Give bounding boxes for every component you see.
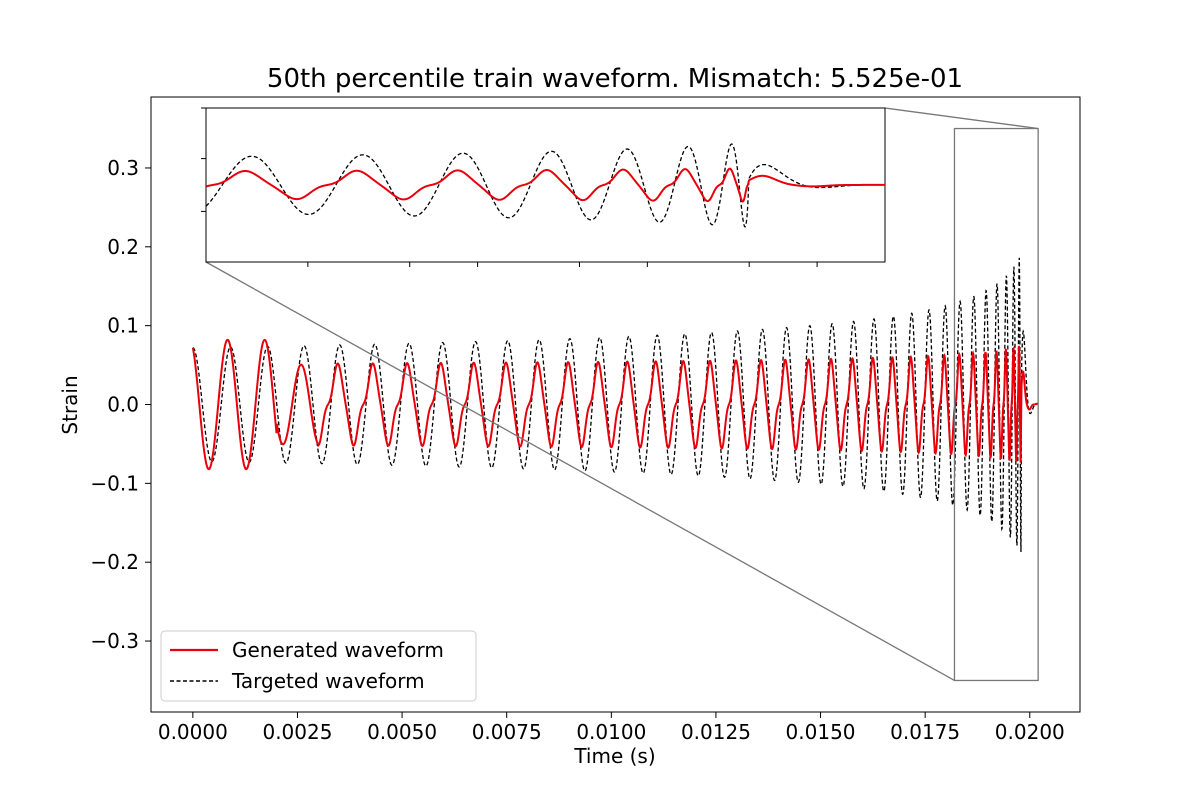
zoom-connector-lines bbox=[205, 107, 1039, 682]
series-targeted-line bbox=[192, 257, 1039, 552]
y-tick-label: 0.0 bbox=[107, 393, 139, 417]
y-axis-label: Strain bbox=[58, 375, 82, 434]
x-tick-label: 0.0125 bbox=[681, 720, 751, 744]
connector-line-top bbox=[884, 107, 1039, 130]
inset-series-group bbox=[206, 143, 885, 228]
inset-series-targeted-line bbox=[206, 143, 885, 228]
legend-label-targeted: Targeted waveform bbox=[231, 669, 425, 693]
x-tick-label: 0.0000 bbox=[158, 720, 228, 744]
y-tick-label: −0.2 bbox=[90, 550, 139, 574]
y-tick-label: 0.1 bbox=[107, 314, 139, 338]
x-tick-label: 0.0200 bbox=[995, 720, 1065, 744]
connector-line-bottom bbox=[205, 261, 955, 682]
chart-title: 50th percentile train waveform. Mismatch… bbox=[267, 64, 963, 94]
x-tick-label: 0.0075 bbox=[472, 720, 542, 744]
zoom-region-box bbox=[953, 127, 1039, 682]
y-tick-label: −0.1 bbox=[90, 471, 139, 495]
inset-axes-frame bbox=[205, 107, 886, 263]
legend-box bbox=[160, 630, 477, 702]
y-tick-label: 0.3 bbox=[107, 156, 139, 180]
y-tick-label: −0.3 bbox=[90, 629, 139, 653]
x-tick-label: 0.0050 bbox=[367, 720, 437, 744]
y-tick-label: 0.2 bbox=[107, 235, 139, 259]
x-tick-label: 0.0100 bbox=[576, 720, 646, 744]
x-tick-label: 0.0025 bbox=[262, 720, 332, 744]
x-tick-label: 0.0150 bbox=[786, 720, 856, 744]
inset-series-generated-line bbox=[206, 167, 885, 203]
legend: Generated waveform Targeted waveform bbox=[160, 630, 477, 702]
legend-label-generated: Generated waveform bbox=[232, 638, 444, 662]
x-tick-label: 0.0175 bbox=[890, 720, 960, 744]
x-axis-label: Time (s) bbox=[573, 744, 655, 768]
main-plot-area: 0.0000 0.0025 0.0050 0.0075 0.0100 0.0125 0.01… bbox=[90, 96, 1081, 744]
inset-plot-area bbox=[201, 107, 886, 267]
series-generated-line bbox=[191, 338, 1039, 471]
